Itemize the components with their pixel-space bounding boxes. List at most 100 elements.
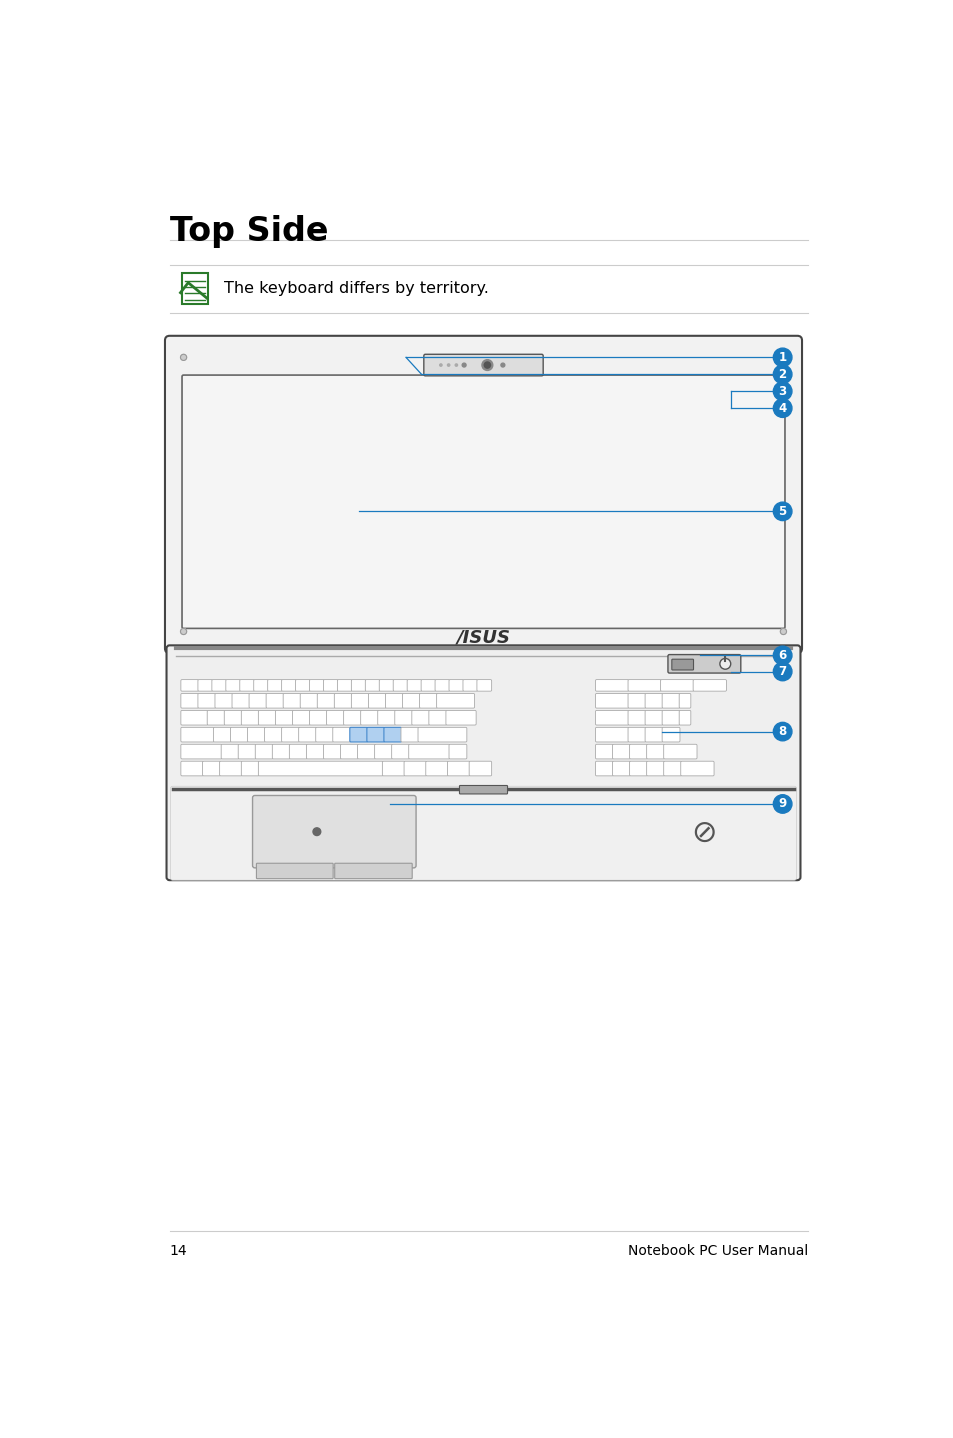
FancyBboxPatch shape [627,710,645,725]
FancyBboxPatch shape [425,761,448,777]
Circle shape [773,795,791,814]
FancyBboxPatch shape [661,693,679,707]
FancyBboxPatch shape [407,680,421,692]
FancyBboxPatch shape [417,728,466,742]
FancyBboxPatch shape [165,336,801,653]
FancyBboxPatch shape [181,710,208,725]
FancyBboxPatch shape [595,728,628,742]
FancyBboxPatch shape [393,680,408,692]
FancyBboxPatch shape [423,354,542,375]
Circle shape [773,383,791,400]
FancyBboxPatch shape [385,693,403,707]
FancyBboxPatch shape [377,710,395,725]
FancyBboxPatch shape [595,710,628,725]
FancyBboxPatch shape [392,745,409,759]
FancyBboxPatch shape [258,761,383,777]
Text: Notebook PC User Manual: Notebook PC User Manual [627,1244,807,1258]
FancyBboxPatch shape [612,761,630,777]
FancyBboxPatch shape [412,710,429,725]
Text: 14: 14 [170,1244,187,1258]
FancyBboxPatch shape [368,693,386,707]
FancyBboxPatch shape [182,375,784,628]
FancyBboxPatch shape [476,680,491,692]
FancyBboxPatch shape [408,745,449,759]
FancyBboxPatch shape [256,863,333,879]
FancyBboxPatch shape [419,693,436,707]
FancyBboxPatch shape [272,745,290,759]
FancyBboxPatch shape [181,761,203,777]
FancyBboxPatch shape [337,680,352,692]
FancyBboxPatch shape [663,745,697,759]
Circle shape [180,354,187,361]
FancyBboxPatch shape [315,728,334,742]
FancyBboxPatch shape [627,693,645,707]
FancyBboxPatch shape [644,710,662,725]
FancyBboxPatch shape [459,785,507,794]
FancyBboxPatch shape [667,654,740,673]
FancyBboxPatch shape [395,710,412,725]
FancyBboxPatch shape [268,680,282,692]
FancyBboxPatch shape [249,693,267,707]
Circle shape [481,360,493,371]
FancyBboxPatch shape [671,659,693,670]
FancyBboxPatch shape [238,745,255,759]
FancyBboxPatch shape [449,745,466,759]
Text: 4: 4 [778,401,786,414]
FancyBboxPatch shape [181,728,214,742]
Circle shape [780,628,785,634]
FancyBboxPatch shape [351,693,369,707]
FancyBboxPatch shape [281,680,296,692]
Text: 6: 6 [778,649,786,661]
FancyBboxPatch shape [367,728,384,742]
Text: /ISUS: /ISUS [456,628,510,647]
FancyBboxPatch shape [343,710,361,725]
FancyBboxPatch shape [264,728,282,742]
FancyBboxPatch shape [281,728,299,742]
FancyBboxPatch shape [181,680,198,692]
FancyBboxPatch shape [350,728,367,742]
Circle shape [773,502,791,521]
Text: 9: 9 [778,798,786,811]
FancyBboxPatch shape [232,693,250,707]
FancyBboxPatch shape [239,680,254,692]
FancyBboxPatch shape [400,728,418,742]
FancyBboxPatch shape [323,745,341,759]
FancyBboxPatch shape [447,761,470,777]
FancyBboxPatch shape [435,680,449,692]
Text: The keyboard differs by territory.: The keyboard differs by territory. [224,282,488,296]
FancyBboxPatch shape [383,728,401,742]
FancyBboxPatch shape [659,680,693,692]
FancyBboxPatch shape [253,680,268,692]
Circle shape [773,398,791,417]
FancyBboxPatch shape [255,745,273,759]
FancyBboxPatch shape [333,728,350,742]
FancyBboxPatch shape [595,680,628,692]
Circle shape [773,663,791,680]
Text: ⊘: ⊘ [691,818,717,848]
FancyBboxPatch shape [429,710,446,725]
FancyBboxPatch shape [595,745,613,759]
Circle shape [773,646,791,664]
Circle shape [720,659,730,669]
FancyBboxPatch shape [644,693,662,707]
FancyBboxPatch shape [226,680,240,692]
Circle shape [461,364,466,367]
Circle shape [773,348,791,367]
FancyBboxPatch shape [306,745,324,759]
Circle shape [180,628,187,634]
Text: 3: 3 [778,385,786,398]
FancyBboxPatch shape [202,761,220,777]
FancyBboxPatch shape [221,745,239,759]
FancyBboxPatch shape [629,745,647,759]
FancyBboxPatch shape [171,787,796,880]
FancyBboxPatch shape [646,761,664,777]
FancyBboxPatch shape [212,680,227,692]
FancyBboxPatch shape [644,728,662,742]
Circle shape [773,365,791,384]
FancyBboxPatch shape [340,745,358,759]
FancyBboxPatch shape [197,693,215,707]
FancyBboxPatch shape [404,761,426,777]
FancyBboxPatch shape [197,680,213,692]
FancyBboxPatch shape [693,680,725,692]
FancyBboxPatch shape [449,680,463,692]
